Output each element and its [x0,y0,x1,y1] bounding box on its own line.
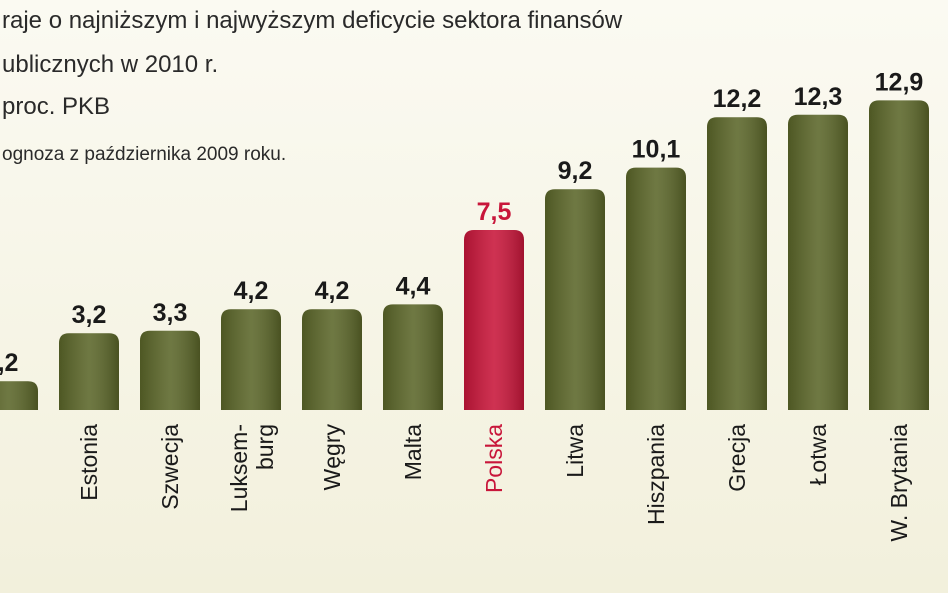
bar-shade [869,100,929,411]
x-tick-label: Szwecja [157,424,183,510]
x-tick-label: Luksem-burg [226,424,278,512]
bar-shade [140,330,200,410]
value-label: 3,3 [153,299,188,327]
value-label: 12,9 [875,68,924,96]
bar-shade [707,117,767,410]
value-label: 4,2 [315,277,350,305]
bar-shade [59,333,119,410]
title-line: raje o najniższym i najwyższym deficycie… [2,7,623,34]
x-tick-label: Łotwa [805,424,831,486]
x-tick-label: Węgry [319,424,345,491]
bar-shade [221,309,281,410]
value-label: 4,2 [234,277,269,305]
value-label: 3,2 [72,301,107,329]
x-tick-label: Polska [481,424,507,493]
x-tick-label: Malta [400,424,426,480]
value-label: 12,3 [794,83,843,111]
bar-shade [0,381,38,410]
value-label: 10,1 [632,136,681,164]
value-label: 4,4 [396,272,431,300]
x-tick-label: Litwa [562,424,588,478]
x-tick-label: Estonia [76,424,102,501]
plot: ,2 3,2 Estonia 3,3 Szwecja 4,2 Luksem-burg 4,2 W… [0,68,929,542]
bar-shade [788,114,848,411]
note: ognoza z października 2009 roku. [2,144,286,165]
value-label: 7,5 [477,198,512,226]
bar-shade [383,304,443,410]
x-tick-label: Hiszpania [643,424,669,525]
value-label: 12,2 [713,85,762,113]
label-line: Luksem- [226,424,252,512]
bar-shade [545,189,605,410]
title-line: proc. PKB [2,93,110,120]
value-label: ,2 [0,349,18,377]
bar-shade [626,167,686,410]
title-line: ublicznych w 2010 r. [2,51,218,78]
x-tick-label: Grecja [724,424,750,492]
x-tick-label: W. Brytania [886,424,912,542]
value-label: 9,2 [558,157,593,185]
bar-shade [302,309,362,410]
label-line: burg [252,424,278,470]
bar-shade [464,230,524,410]
